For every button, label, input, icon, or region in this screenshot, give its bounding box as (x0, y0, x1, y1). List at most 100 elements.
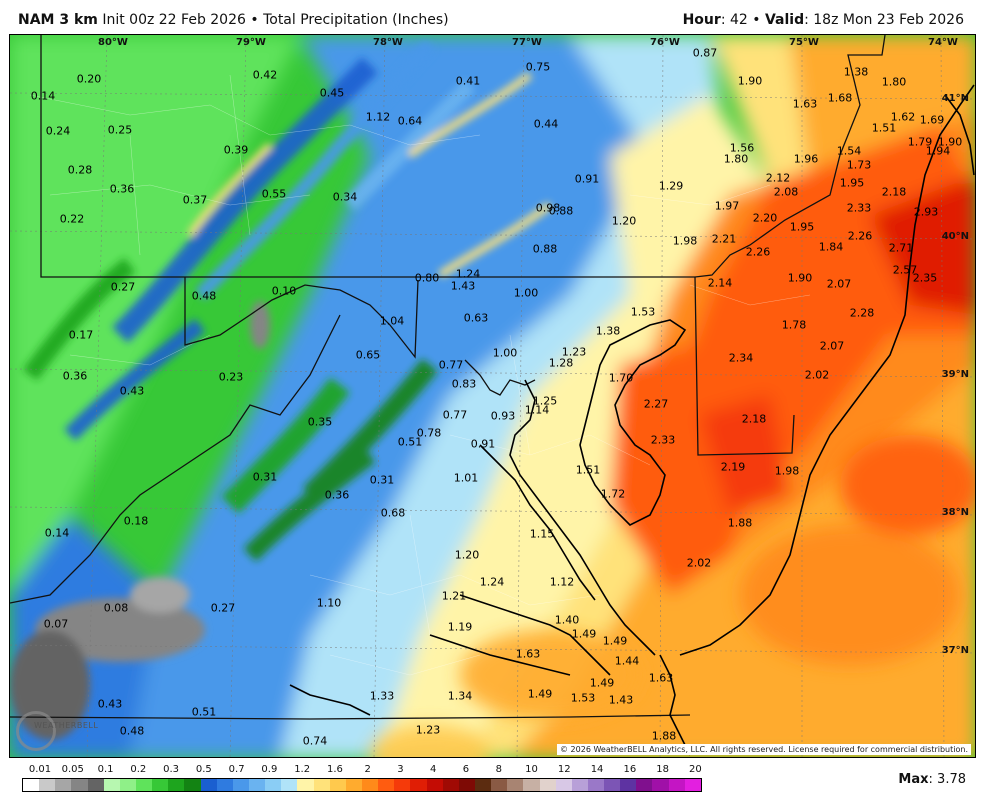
precip-value: 0.75 (525, 60, 551, 74)
precip-value: 0.83 (451, 377, 477, 391)
valid-value: : 18z Mon 23 Feb 2026 (804, 12, 964, 28)
colorbar-tick-labels: 0.01 0.05 0.1 0.2 0.3 0.5 0.7 0.9 1.2 1.6 2 3 4 6 8 10 1… (22, 764, 702, 778)
hour-value: : 42 (720, 12, 748, 28)
lat-label: 37°N (941, 645, 969, 656)
colorbar-tick: 6 (462, 764, 470, 775)
precip-value: 0.98 (535, 201, 561, 215)
colorbar-swatch (119, 779, 136, 791)
field-name: Total Precipitation (Inches) (263, 12, 449, 28)
precip-field (10, 35, 975, 757)
precip-value: 2.26 (745, 245, 771, 259)
separator: • (250, 12, 259, 28)
precip-value: 0.78 (416, 426, 442, 440)
lon-label: 74°W (928, 37, 958, 48)
precip-value: 1.34 (447, 689, 473, 703)
precip-value: 1.90 (737, 74, 763, 88)
precip-value: 0.34 (332, 190, 358, 204)
precip-value: 1.14 (524, 403, 550, 417)
colorbar-tick: 0.7 (228, 764, 245, 775)
colorbar-swatch (345, 779, 362, 791)
precip-value: 0.23 (218, 370, 244, 384)
precip-value: 1.51 (575, 463, 601, 477)
precip-value: 2.28 (849, 306, 875, 320)
precip-value: 0.31 (252, 470, 278, 484)
colorbar-swatch (184, 779, 201, 791)
colorbar-tick: 1.2 (294, 764, 311, 775)
precip-value: 1.88 (651, 729, 677, 743)
precip-value: 1.95 (839, 176, 865, 190)
precip-value: 1.44 (614, 654, 640, 668)
precip-value: 0.74 (302, 734, 328, 748)
precip-value: 0.80 (414, 271, 440, 285)
precip-value: 1.68 (827, 91, 853, 105)
precip-value: 1.28 (548, 356, 574, 370)
precip-value: 0.91 (470, 437, 496, 451)
precip-value: 0.42 (252, 68, 278, 82)
colorbar-tick: 0.05 (61, 764, 84, 775)
colorbar-tick: 3 (397, 764, 404, 775)
precip-value: 2.27 (643, 397, 669, 411)
max-label: Max (898, 772, 929, 787)
colorbar-tick: 8 (495, 764, 502, 775)
precip-value: 2.12 (765, 171, 791, 185)
colorbar-swatch (87, 779, 104, 791)
precip-value: 0.08 (103, 601, 129, 615)
header: NAM 3 km Init 00z 22 Feb 2026 • Total Pr… (0, 0, 984, 34)
precip-value: 0.36 (62, 369, 88, 383)
colorbar-swatch (71, 779, 88, 791)
separator: • (752, 12, 761, 28)
precip-value: 0.22 (59, 212, 85, 226)
precip-value: 2.26 (847, 229, 873, 243)
colorbar-swatch (539, 779, 556, 791)
precip-value: 0.37 (182, 193, 208, 207)
precip-value: 0.45 (319, 86, 345, 100)
colorbar-swatch (39, 779, 56, 791)
colorbar-swatch (248, 779, 266, 791)
precip-value: 1.70 (608, 371, 634, 385)
model-name: NAM 3 km (18, 12, 98, 28)
precip-value: 1.56 (729, 141, 755, 155)
colorbar-swatch (587, 779, 605, 791)
precip-value: 2.33 (650, 433, 676, 447)
precip-value: 0.36 (324, 488, 350, 502)
precip-value: 1.95 (789, 220, 815, 234)
precip-value: 1.80 (723, 152, 749, 166)
precip-value: 1.24 (455, 267, 481, 281)
precip-value: 0.10 (271, 284, 297, 298)
colorbar-tick: 0.01 (28, 764, 52, 775)
precip-value: 1.43 (450, 279, 476, 293)
colorbar-swatch (523, 779, 540, 791)
colorbar-tick: 16 (623, 764, 637, 775)
colorbar-swatch (555, 779, 572, 791)
precip-value: 2.57 (892, 263, 918, 277)
precip-value: 0.51 (397, 435, 423, 449)
colorbar-tick: 0.3 (163, 764, 180, 775)
precip-value: 1.63 (648, 671, 674, 685)
precip-value: 1.15 (529, 527, 555, 541)
colorbar-tick: 18 (656, 764, 669, 775)
precip-value: 1.19 (447, 620, 473, 634)
colorbar-tick: 4 (430, 764, 437, 775)
colorbar-swatch (668, 779, 685, 791)
precip-value: 0.39 (223, 143, 249, 157)
precip-value: 0.48 (191, 289, 217, 303)
colorbar-tick: 10 (525, 764, 538, 775)
precip-value: 0.55 (261, 187, 287, 201)
precip-value: 2.02 (804, 368, 830, 382)
colorbar-swatch (313, 779, 330, 791)
precip-value: 1.12 (365, 110, 391, 124)
precip-value: 0.41 (455, 74, 481, 88)
precip-value: 1.04 (379, 314, 405, 328)
colorbar-tick: 2 (364, 764, 371, 775)
valid-label: Valid (764, 12, 805, 28)
precip-value: 1.79 (907, 135, 933, 149)
precip-value: 0.64 (397, 114, 423, 128)
precip-value: 1.49 (602, 634, 628, 648)
precip-value: 0.88 (548, 204, 574, 218)
precip-value: 1.73 (846, 158, 872, 172)
precip-value: 1.23 (415, 723, 441, 737)
precip-value: 0.35 (307, 415, 333, 429)
colorbar-swatch (216, 779, 233, 791)
precip-value: 2.20 (752, 211, 778, 225)
weatherbell-logo: WEATHERBELL (16, 711, 98, 751)
